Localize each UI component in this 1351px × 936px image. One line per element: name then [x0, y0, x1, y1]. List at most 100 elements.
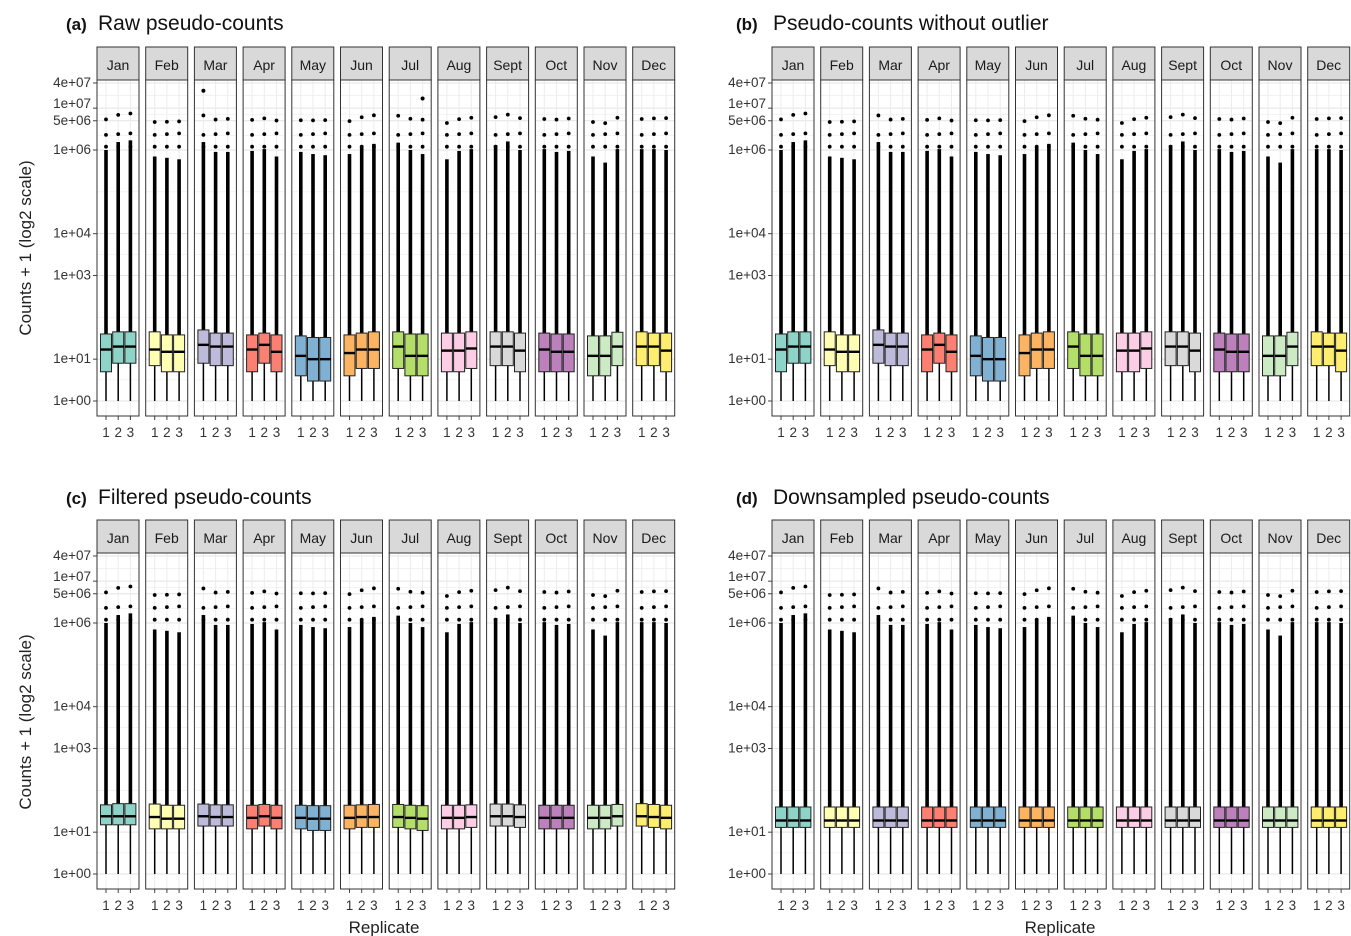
- outlier-point: [1217, 590, 1222, 594]
- outlier-point: [937, 617, 942, 622]
- strip-background: [145, 46, 189, 81]
- box-2: [933, 806, 946, 828]
- box-1: [440, 332, 453, 373]
- x-tick-label: 2: [553, 425, 561, 440]
- outlier-point: [250, 117, 255, 122]
- facet-mar: Mar 1 2 3: [868, 519, 912, 913]
- outlier-point: [1327, 144, 1331, 149]
- outlier-point: [1290, 604, 1295, 609]
- outlier-column: [852, 159, 856, 335]
- outlier-point: [664, 589, 668, 594]
- outlier-point: [639, 605, 644, 610]
- outlier-point: [298, 617, 303, 622]
- outlier-point: [998, 604, 1003, 609]
- outlier-point: [1168, 132, 1173, 137]
- outlier-point: [1193, 617, 1197, 622]
- outlier-point: [213, 132, 218, 136]
- y-tick-label: 1e+00: [53, 866, 91, 881]
- outlier-point: [372, 144, 376, 149]
- box-1: [969, 806, 982, 828]
- outlier-point: [505, 112, 510, 117]
- box-2: [1225, 806, 1238, 828]
- facet-border: [388, 552, 432, 890]
- outlier-column: [420, 627, 425, 806]
- outlier-point: [900, 131, 905, 136]
- box-1: [872, 329, 885, 364]
- outlier-point: [505, 144, 510, 149]
- outlier-point: [827, 144, 832, 149]
- outlier-column: [347, 627, 352, 806]
- outlier-point: [518, 144, 522, 149]
- outlier-point: [1339, 131, 1343, 136]
- box-2: [160, 334, 173, 373]
- outlier-point: [1095, 131, 1100, 136]
- outlier-point: [347, 617, 352, 622]
- outlier-point: [505, 605, 510, 609]
- strip-background: [242, 519, 286, 554]
- outlier-point: [298, 605, 303, 610]
- outlier-point: [1034, 605, 1039, 609]
- outlier-point: [1278, 594, 1283, 599]
- extreme-outlier-point: [201, 88, 206, 93]
- outlier-point: [104, 117, 108, 122]
- x-tick-label: 3: [468, 425, 476, 440]
- outlier-point: [876, 605, 881, 610]
- outlier-point: [840, 132, 844, 136]
- outlier-point: [852, 617, 856, 622]
- outlier-point: [311, 605, 315, 609]
- x-tick-label: 1: [1313, 425, 1321, 440]
- outlier-column: [901, 151, 905, 334]
- strip-label: Dec: [641, 530, 666, 546]
- outlier-point: [615, 131, 620, 136]
- outlier-point: [359, 617, 364, 622]
- outlier-point: [998, 144, 1003, 149]
- outlier-column: [1181, 141, 1185, 332]
- outlier-column: [1339, 150, 1343, 334]
- facet-border: [242, 79, 286, 417]
- outlier-column: [493, 618, 498, 805]
- strip-background: [1161, 46, 1205, 81]
- x-tick-label: 2: [650, 425, 658, 440]
- outlier-point: [469, 604, 474, 609]
- x-tick-label: 1: [589, 425, 597, 440]
- outlier-point: [359, 132, 364, 136]
- outlier-column: [1095, 627, 1100, 807]
- outlier-point: [396, 132, 401, 137]
- outlier-point: [323, 617, 328, 622]
- outlier-point: [1022, 617, 1027, 622]
- outlier-point: [372, 131, 376, 136]
- outlier-point: [803, 111, 808, 116]
- facet-oct: Oct 1 2 3: [1209, 519, 1253, 913]
- x-tick-label: 2: [1033, 898, 1041, 913]
- box-3: [799, 806, 812, 828]
- x-tick-label: 3: [948, 425, 956, 440]
- outlier-point: [615, 588, 620, 593]
- outlier-column: [639, 149, 644, 332]
- x-tick-label: 2: [261, 898, 269, 913]
- outlier-column: [779, 150, 783, 334]
- outlier-point: [1241, 116, 1246, 121]
- outlier-point: [591, 120, 595, 124]
- outlier-column: [299, 151, 303, 336]
- box-2: [1030, 332, 1043, 369]
- box-3: [848, 806, 861, 828]
- outlier-point: [1180, 617, 1185, 622]
- outlier-point: [372, 113, 376, 118]
- x-tick-label: 1: [777, 898, 785, 913]
- x-tick-label: 1: [1264, 898, 1272, 913]
- outlier-point: [1266, 605, 1270, 610]
- outlier-point: [1229, 590, 1234, 595]
- facet-border: [1063, 79, 1107, 417]
- outlier-point: [852, 592, 856, 597]
- strip-label: Mar: [203, 530, 227, 546]
- facet-oct: Oct 1 2 3: [534, 46, 578, 440]
- outlier-point: [1327, 116, 1331, 121]
- box-2: [1322, 806, 1335, 828]
- outlier-point: [840, 605, 844, 609]
- y-tick-label: 1e+01: [728, 351, 766, 366]
- outlier-point: [1120, 605, 1124, 610]
- x-tick-label: 3: [273, 898, 281, 913]
- x-tick-label: 2: [212, 425, 220, 440]
- outlier-point: [664, 116, 668, 121]
